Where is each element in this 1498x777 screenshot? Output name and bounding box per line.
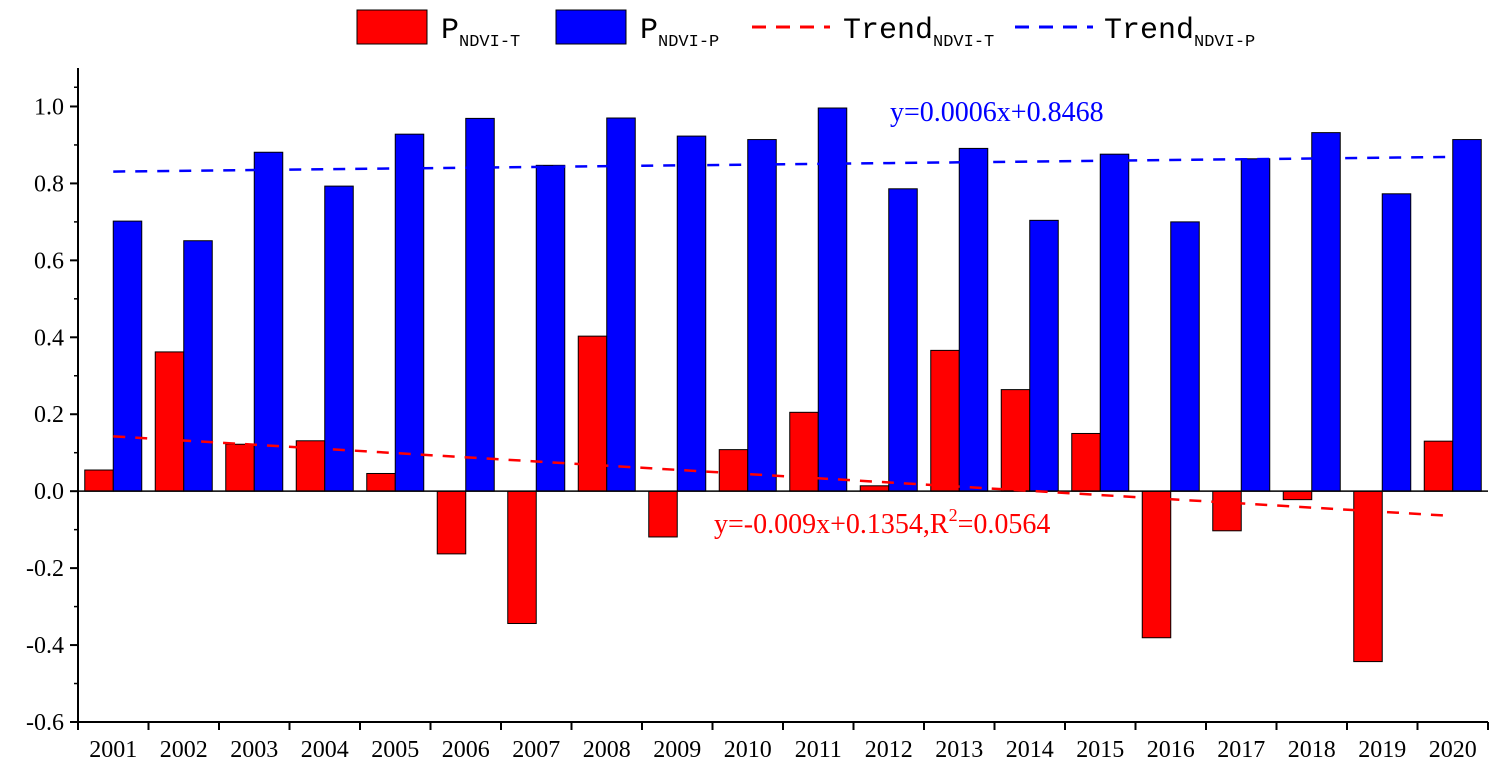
bar-ndvi-t (1141, 490, 1172, 639)
bar-ndvi-t (930, 349, 960, 492)
x-tick-label: 2002 (160, 737, 208, 763)
x-tick-label: 2005 (371, 737, 419, 763)
bars (84, 107, 1482, 663)
bar-ndvi-t (1353, 490, 1383, 663)
y-tick-label: -0.2 (26, 556, 64, 582)
bar-ndvi-t (507, 490, 537, 625)
legend-swatch-ndvi-t (356, 9, 428, 45)
bar-ndvi-p (112, 220, 143, 492)
trend-line-ndvi-t (113, 435, 1453, 518)
bar-ndvi-t (718, 449, 749, 492)
bar-ndvi-p (535, 164, 566, 492)
y-tick-label: -0.4 (26, 633, 64, 659)
axes: -0.6-0.4-0.20.00.20.40.60.81.0 2001 2002 2… (26, 68, 1489, 763)
legend-label-trend-ndvi-t: TrendNDVI-T (843, 14, 994, 52)
legend-label-trend-ndvi-p: TrendNDVI-P (1104, 14, 1255, 52)
bar-ndvi-t (154, 351, 185, 492)
x-tick-label: 2007 (512, 737, 560, 763)
bar-ndvi-p (747, 139, 777, 492)
bar-ndvi-p (1452, 139, 1482, 492)
y-tick-label: 0.2 (34, 402, 64, 428)
bar-ndvi-t (436, 490, 467, 555)
y-tick-label: 0.6 (34, 248, 64, 274)
legend-label-ndvi-t: PNDVI-T (441, 14, 520, 52)
bar-ndvi-t (648, 490, 678, 538)
bar-ndvi-t (577, 335, 608, 492)
x-tick-label: 2010 (724, 737, 772, 763)
bar-ndvi-p (1311, 132, 1341, 492)
y-ticks: -0.6 -0.4 -0.2 0.0 0.2 0.4 0.6 0.8 1.0 (26, 86, 78, 736)
bar-ndvi-t (84, 469, 114, 492)
bar-ndvi-t (1282, 490, 1313, 501)
bar-ndvi-p (394, 133, 425, 492)
bar-ndvi-p (888, 188, 918, 492)
equation-ndvi-t: y=-0.009x+0.1354,R2=0.0564 (714, 505, 1050, 540)
y-tick-label: 0.4 (34, 325, 64, 351)
bar-ndvi-t (1212, 490, 1242, 532)
y-tick-label: -0.6 (26, 710, 64, 736)
bar-ndvi-p (958, 147, 989, 492)
bar-ndvi-p (324, 185, 354, 492)
bar-ndvi-p (817, 107, 848, 492)
equation-ndvi-p: y=0.0006x+0.8468 (890, 97, 1104, 128)
trend-line-ndvi-p (113, 155, 1453, 173)
x-tick-label: 2019 (1358, 737, 1406, 763)
x-tick-label: 2014 (1006, 737, 1054, 763)
x-tick-label: 2017 (1217, 737, 1265, 763)
x-tick-label: 2003 (230, 737, 278, 763)
x-tick-label: 2011 (795, 737, 842, 763)
y-tick-label: 0.8 (34, 171, 64, 197)
bar-ndvi-p (606, 117, 636, 492)
x-ticks: 2001 2002 2003 2004 2005 2006 2007 2008 2009 2010… (77, 722, 1489, 763)
trend-lines (113, 155, 1453, 518)
legend: PNDVI-T PNDVI-P TrendNDVI-T TrendNDVI-P (356, 9, 1255, 52)
bar-ndvi-t (225, 443, 255, 492)
bar-ndvi-t (1000, 389, 1031, 492)
x-tick-label: 2006 (442, 737, 490, 763)
x-tick-label: 2016 (1147, 737, 1195, 763)
bar-ndvi-t (366, 472, 396, 492)
bar-ndvi-p (1170, 221, 1200, 492)
y-tick-label: 1.0 (34, 94, 64, 120)
bar-ndvi-t (1071, 432, 1101, 492)
legend-swatch-ndvi-p (555, 9, 627, 45)
bar-ndvi-t (1423, 440, 1454, 492)
x-tick-label: 2008 (583, 737, 631, 763)
bar-ndvi-p (253, 151, 284, 492)
y-tick-label: 0.0 (34, 479, 64, 505)
x-tick-label: 2009 (653, 737, 701, 763)
x-tick-label: 2015 (1076, 737, 1124, 763)
bar-ndvi-p (465, 117, 495, 492)
bar-ndvi-p (1029, 219, 1059, 492)
x-tick-label: 2001 (89, 737, 137, 763)
x-tick-label: 2020 (1429, 737, 1477, 763)
bar-ndvi-t (859, 485, 890, 492)
x-tick-label: 2018 (1288, 737, 1336, 763)
bar-ndvi-t (789, 411, 819, 492)
bar-ndvi-p (183, 240, 213, 492)
bar-ndvi-p (1240, 158, 1271, 492)
legend-label-ndvi-p: PNDVI-P (640, 14, 719, 52)
x-tick-label: 2012 (865, 737, 913, 763)
bar-ndvi-p (1381, 193, 1412, 492)
bar-ndvi-p (676, 135, 707, 492)
x-tick-label: 2013 (935, 737, 983, 763)
x-tick-label: 2004 (301, 737, 349, 763)
bar-ndvi-p (1099, 153, 1130, 492)
